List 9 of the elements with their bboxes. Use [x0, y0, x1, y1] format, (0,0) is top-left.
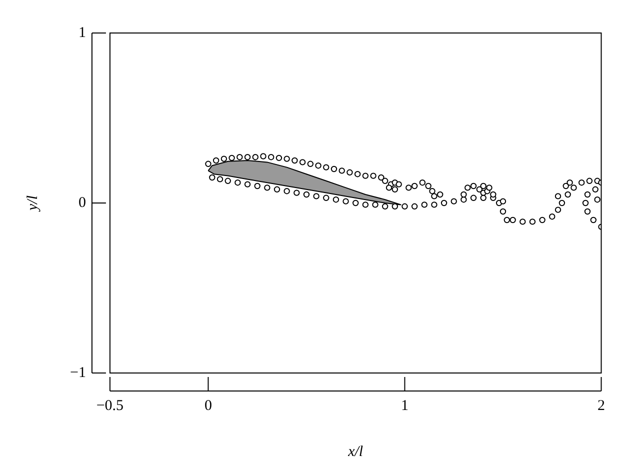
y-tick-label: 0 — [78, 194, 86, 211]
x-tick-label: 0 — [204, 398, 212, 414]
y-tick-label: −1 — [70, 364, 86, 381]
x-tick-label: 1 — [400, 398, 408, 414]
y-tick-label: 1 — [78, 24, 86, 41]
x-tick-label: 2 — [598, 398, 605, 414]
y-axis-title: y/l — [24, 196, 41, 212]
x-tick-label: −0.5 — [96, 398, 124, 414]
x-axis-title: x/l — [347, 444, 364, 460]
